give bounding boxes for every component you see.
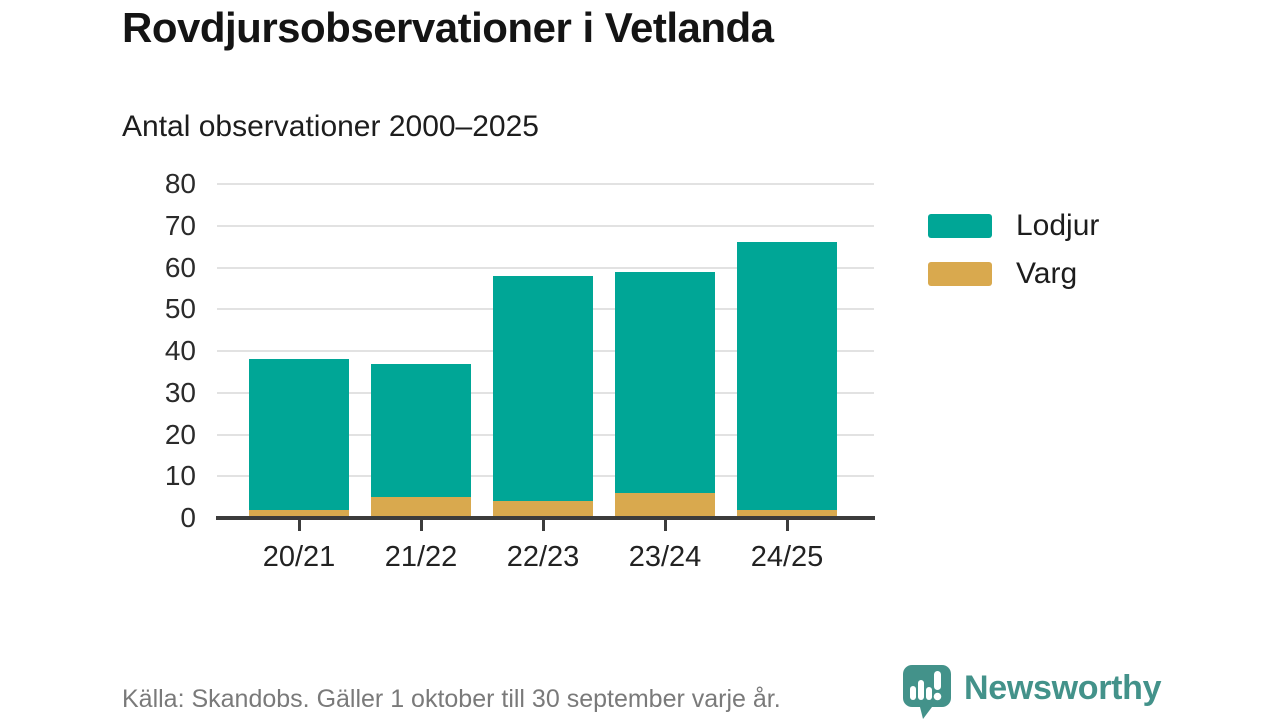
x-axis-tick-label: 22/23 xyxy=(506,541,580,573)
legend-swatch-varg xyxy=(928,262,992,286)
stacked-bar-22/23 xyxy=(493,275,593,518)
legend-swatch-lodjur xyxy=(928,214,992,238)
bar-segment-lodjur xyxy=(737,242,837,510)
bar-segment-lodjur xyxy=(493,275,593,502)
y-axis-tick-label: 20 xyxy=(164,418,196,450)
y-axis-tick-label: 0 xyxy=(180,502,196,533)
stacked-bar-24/25 xyxy=(737,242,837,518)
y-axis-tick-label: 80 xyxy=(164,168,196,199)
source-note: Källa: Skandobs. Gäller 1 oktober till 3… xyxy=(122,685,781,713)
brand-wordmark: Newsworthy xyxy=(964,668,1162,707)
y-axis-tick-label: 10 xyxy=(164,460,196,492)
bar-segment-varg xyxy=(493,501,593,518)
x-axis-tick xyxy=(541,520,545,531)
x-axis-tick xyxy=(663,520,667,531)
x-axis-tick-label: 21/22 xyxy=(384,541,458,573)
stacked-bar-20/21 xyxy=(249,359,349,518)
y-axis-tick-label: 40 xyxy=(164,335,196,366)
legend-label: Lodjur xyxy=(1016,209,1100,242)
y-axis-tick-label: 70 xyxy=(164,209,196,241)
x-axis-tick-label: 20/21 xyxy=(262,541,336,573)
gridline-y80 xyxy=(217,183,874,185)
newsworthy-logo-icon xyxy=(903,665,951,719)
legend-label: Varg xyxy=(1016,257,1078,290)
bar-segment-lodjur xyxy=(615,271,715,493)
brand-logo: Newsworthy xyxy=(898,662,1162,720)
plot-area xyxy=(216,183,875,520)
bar-segment-varg xyxy=(615,492,715,518)
x-axis-tick xyxy=(419,520,423,531)
chart-title: Rovdjursobservationer i Vetlanda xyxy=(122,4,774,51)
stacked-bar-23/24 xyxy=(615,271,715,518)
legend-item-lodjur: Lodjur xyxy=(928,209,1099,242)
bar-segment-varg xyxy=(249,509,349,518)
x-axis-line xyxy=(216,516,875,520)
bar-segment-varg xyxy=(737,509,837,518)
bar-segment-lodjur xyxy=(371,363,471,498)
chart-subtitle: Antal observationer 2000–2025 xyxy=(122,110,539,143)
y-axis-tick-label: 30 xyxy=(164,376,196,408)
legend: Lodjur Varg xyxy=(928,209,1099,310)
bar-segment-lodjur xyxy=(249,359,349,510)
stacked-bar-21/22 xyxy=(371,363,471,518)
bar-segment-varg xyxy=(371,497,471,518)
gridline-y60 xyxy=(217,266,874,269)
gridline-y70 xyxy=(217,224,874,227)
legend-item-varg: Varg xyxy=(928,257,1099,290)
x-axis-tick xyxy=(785,520,789,531)
x-axis-tick xyxy=(297,520,301,531)
x-axis-tick-label: 23/24 xyxy=(628,541,702,573)
x-axis-tick-label: 24/25 xyxy=(750,541,824,573)
y-axis-tick-label: 50 xyxy=(164,293,196,325)
y-axis-tick-label: 60 xyxy=(164,251,196,283)
